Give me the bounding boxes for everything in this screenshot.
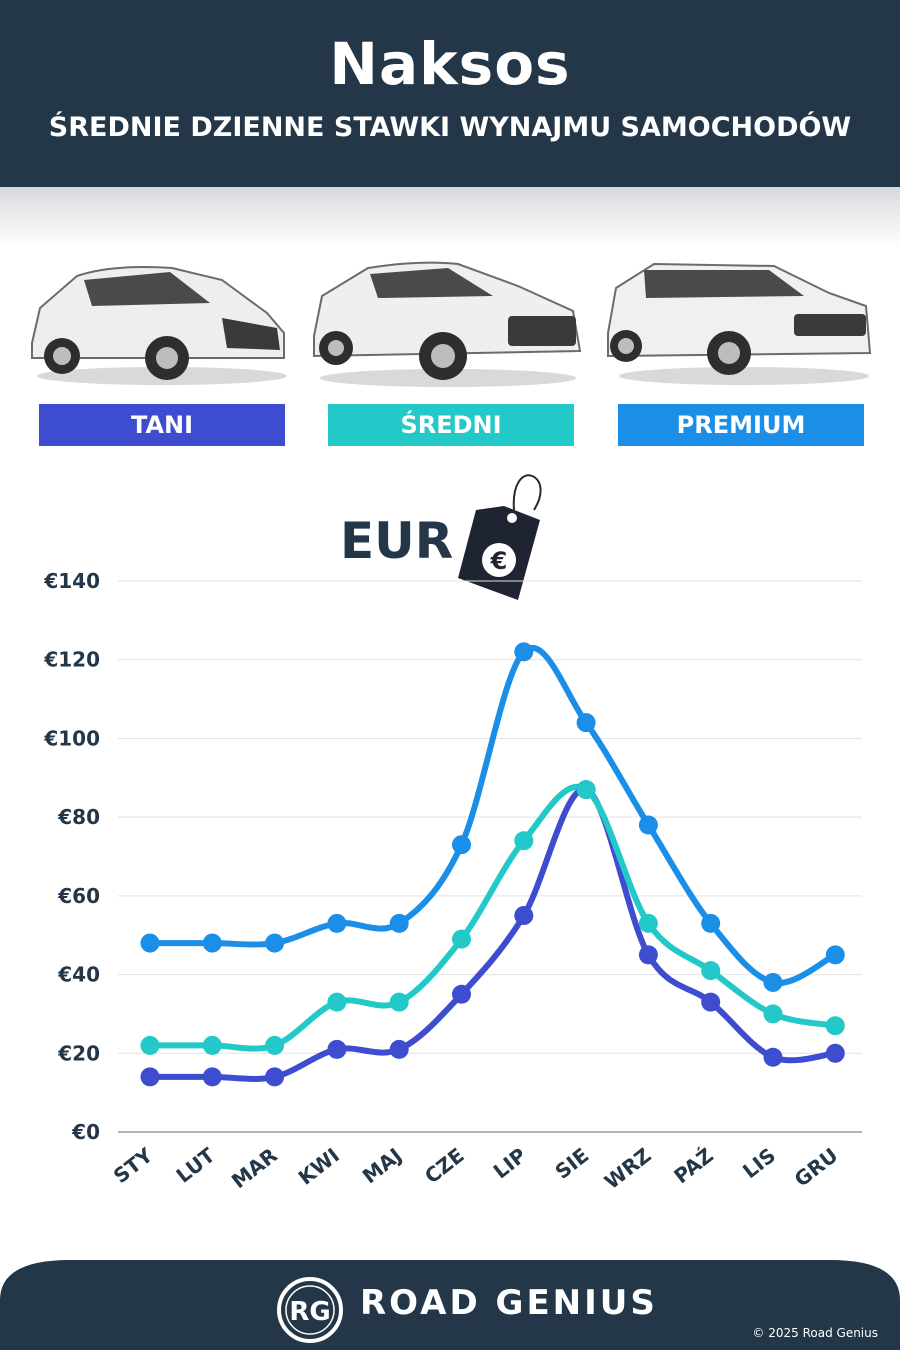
brand-name: ROAD GENIUS [360, 1283, 658, 1323]
x-tick-label: GRU [790, 1143, 843, 1192]
data-point [825, 1016, 845, 1036]
data-point [576, 780, 596, 800]
data-point [327, 1039, 347, 1059]
data-point [638, 815, 658, 835]
data-point [638, 945, 658, 965]
footer-bar [0, 1260, 900, 1350]
hatchback-car-image [31, 266, 287, 385]
data-point [576, 713, 596, 733]
x-tick-label: MAR [227, 1143, 282, 1193]
y-tick-label: €140 [43, 569, 100, 593]
x-tick-label: KWI [294, 1143, 344, 1190]
data-point [265, 933, 285, 953]
data-point [389, 913, 409, 933]
data-point [389, 992, 409, 1012]
suv-car-image [313, 261, 582, 387]
data-point [452, 835, 471, 855]
data-point [638, 913, 658, 933]
data-point [265, 1035, 285, 1055]
badge-sredni: ŚREDNI [328, 404, 574, 446]
data-point [389, 1039, 409, 1059]
data-point [140, 1067, 160, 1087]
price-tag-icon: € [458, 474, 542, 600]
x-tick-label: CZE [420, 1143, 469, 1188]
y-tick-label: €0 [71, 1120, 100, 1144]
y-tick-label: €120 [43, 648, 100, 672]
currency-label: EUR [340, 512, 454, 570]
data-point [701, 913, 721, 933]
data-point [202, 1067, 222, 1087]
x-tick-label: WRZ [600, 1143, 656, 1194]
badge-premium: PREMIUM [618, 404, 864, 446]
data-point [452, 984, 471, 1004]
header-banner [0, 0, 900, 187]
page-subtitle: ŚREDNIE DZIENNE STAWKI WYNAJMU SAMOCHODÓ… [48, 112, 852, 143]
data-point [140, 1035, 160, 1055]
badge-tani: TANI [39, 404, 285, 446]
data-point [763, 1004, 783, 1024]
copyright: © 2025 Road Genius [752, 1326, 878, 1340]
y-tick-label: €100 [43, 726, 100, 750]
data-point [327, 913, 347, 933]
data-point [514, 831, 534, 851]
x-tick-label: LIS [738, 1143, 780, 1183]
x-tick-label: LIP [489, 1143, 531, 1183]
data-point [825, 945, 845, 965]
data-point [140, 933, 160, 953]
x-tick-label: SIE [550, 1143, 593, 1184]
line-chart: €0 €20 €40 €60 €80 €100 €120 €140 STY LUT MAR KWI MA… [43, 569, 862, 1194]
logo-text: RG [289, 1297, 330, 1327]
page-title: Naksos [329, 30, 571, 98]
series-line-1 [147, 784, 839, 1052]
data-point [514, 906, 534, 926]
data-point [763, 972, 783, 992]
data-point [202, 933, 222, 953]
y-tick-label: €60 [57, 884, 100, 908]
data-point [327, 992, 347, 1012]
data-point [825, 1043, 845, 1063]
data-point [514, 642, 534, 662]
premium-suv-car-image [607, 262, 872, 385]
x-tick-label: STY [109, 1143, 158, 1188]
svg-text:€: € [490, 547, 508, 575]
data-point [701, 961, 721, 981]
data-point [452, 929, 471, 949]
data-point [701, 992, 721, 1012]
header-shadow [0, 187, 900, 247]
road-genius-logo: RG [277, 1277, 343, 1343]
x-tick-label: MAJ [358, 1143, 407, 1188]
x-tick-label: LUT [172, 1143, 220, 1188]
x-tick-label: PAŹ [669, 1143, 718, 1188]
data-point [202, 1035, 222, 1055]
data-point [265, 1067, 285, 1087]
data-point [763, 1047, 783, 1067]
series-line-2 [147, 645, 839, 987]
y-tick-label: €40 [57, 963, 100, 987]
y-tick-label: €80 [57, 805, 100, 829]
series-line-0 [147, 786, 839, 1082]
y-tick-label: €20 [57, 1041, 100, 1065]
